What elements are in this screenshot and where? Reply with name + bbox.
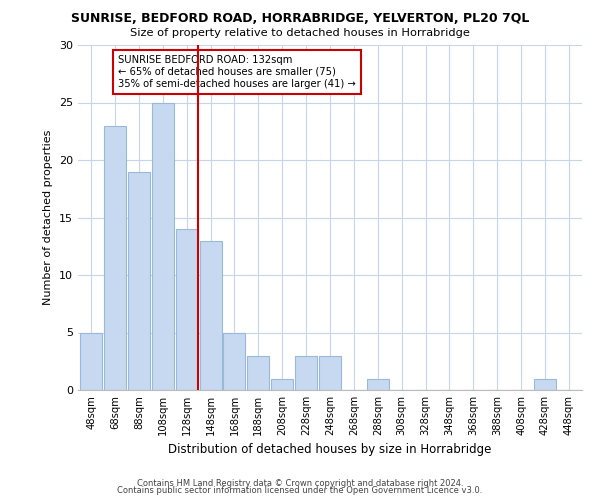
Text: Contains HM Land Registry data © Crown copyright and database right 2024.: Contains HM Land Registry data © Crown c… [137,478,463,488]
Bar [128,172,150,390]
Bar [247,356,269,390]
Bar [319,356,341,390]
Bar [223,332,245,390]
Bar [152,102,174,390]
Text: SUNRISE, BEDFORD ROAD, HORRABRIDGE, YELVERTON, PL20 7QL: SUNRISE, BEDFORD ROAD, HORRABRIDGE, YELV… [71,12,529,26]
Text: Contains public sector information licensed under the Open Government Licence v3: Contains public sector information licen… [118,486,482,495]
Y-axis label: Number of detached properties: Number of detached properties [43,130,53,305]
Bar [271,378,293,390]
X-axis label: Distribution of detached houses by size in Horrabridge: Distribution of detached houses by size … [169,444,491,456]
Bar [534,378,556,390]
Text: Size of property relative to detached houses in Horrabridge: Size of property relative to detached ho… [130,28,470,38]
Bar [80,332,102,390]
Bar [104,126,126,390]
Text: SUNRISE BEDFORD ROAD: 132sqm
← 65% of detached houses are smaller (75)
35% of se: SUNRISE BEDFORD ROAD: 132sqm ← 65% of de… [118,56,356,88]
Bar [295,356,317,390]
Bar [200,240,221,390]
Bar [176,229,197,390]
Bar [367,378,389,390]
